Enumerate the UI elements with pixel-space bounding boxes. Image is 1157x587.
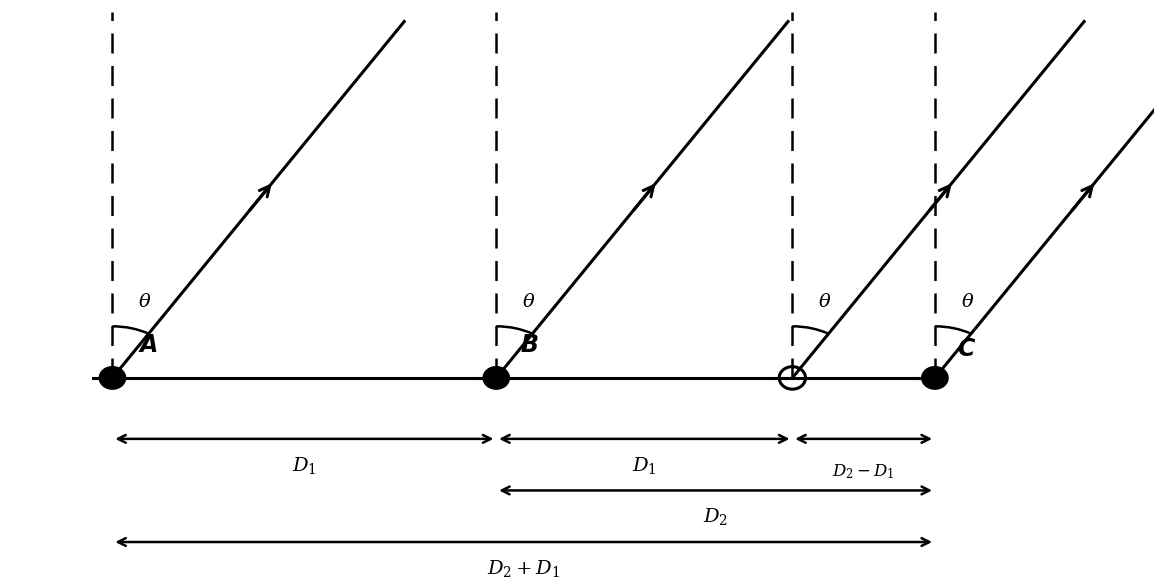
Text: $D_2$: $D_2$	[703, 506, 728, 527]
Circle shape	[922, 367, 948, 389]
Text: $D_1$: $D_1$	[632, 454, 657, 475]
Text: B: B	[521, 333, 538, 357]
Text: A: A	[140, 333, 159, 357]
Circle shape	[484, 367, 509, 389]
Text: $D_2-D_1$: $D_2-D_1$	[832, 463, 896, 481]
Text: $\theta$: $\theta$	[522, 292, 536, 311]
Text: $\theta$: $\theta$	[139, 292, 152, 311]
Circle shape	[100, 367, 126, 389]
Text: $D_2+D_1$: $D_2+D_1$	[487, 558, 560, 579]
Text: $D_1$: $D_1$	[292, 454, 317, 475]
Text: $\theta$: $\theta$	[818, 292, 832, 311]
Text: $\theta$: $\theta$	[961, 292, 974, 311]
Text: C: C	[957, 337, 974, 361]
